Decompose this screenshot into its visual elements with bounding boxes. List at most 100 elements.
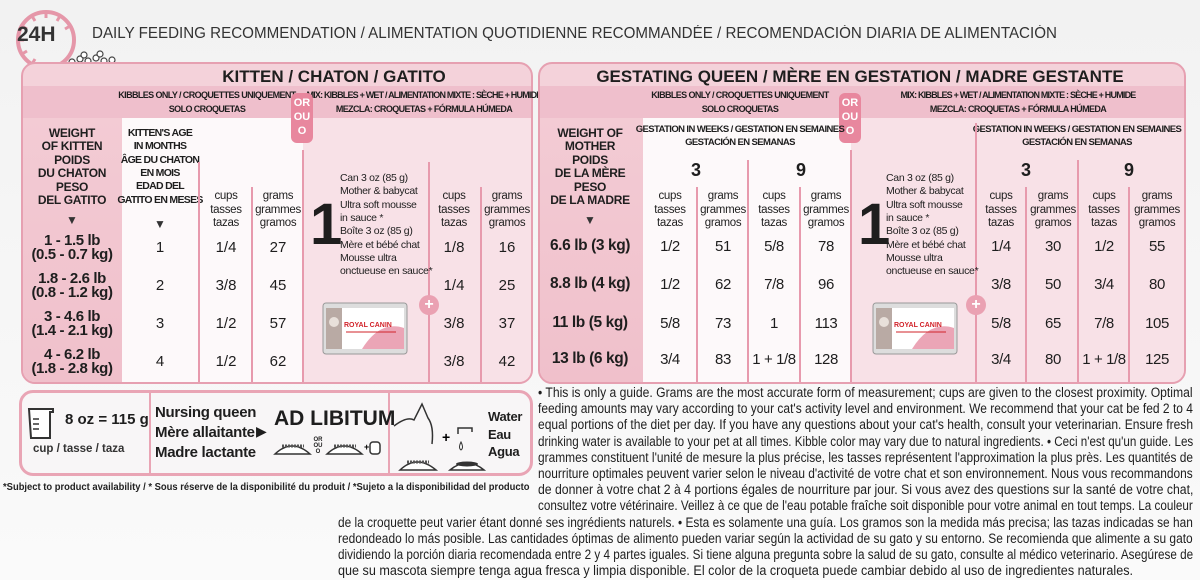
mix-cups: 1/8 [443, 238, 465, 256]
kitten-subheader-band [23, 86, 531, 118]
grams-header: gramos [704, 216, 742, 229]
mix-cups: 7/8 [1094, 314, 1114, 332]
kibbles-header: KIBBLES ONLY / CROQUETTES UNIQUEMENT [118, 89, 296, 100]
grams-header: grammes [484, 203, 530, 216]
royal-canin-logo: ROYAL CANIN [894, 322, 942, 329]
kibbles-cups: 1/2 [660, 237, 680, 255]
kitten-weight-lb: 1.8 - 2.6 lb [38, 269, 106, 287]
cups-header: tazas [213, 216, 239, 229]
wet-product-text: in sauce * [886, 211, 930, 224]
kitten-title: KITTEN / CHATON / GATITO [222, 66, 446, 86]
grams-header: grammes [803, 203, 849, 216]
measuring-cup-icon [26, 406, 58, 440]
wet-product-text: Mère et bébé chat [340, 238, 420, 251]
kitten-kibbles-area [122, 118, 303, 382]
column-divider [251, 187, 253, 382]
grams-header: gramos [1034, 216, 1072, 229]
wet-product-text: Boîte 3 oz (85 g) [886, 225, 959, 238]
small-or-label: OR [313, 437, 323, 443]
mix-header: MIX: KIBBLES + WET / ALIMENTATION MIXTE … [900, 89, 1136, 100]
guide-paragraph-line: que su mascota siempre tenga agua fresca… [338, 563, 1134, 579]
grams-header: grams [1141, 190, 1173, 203]
mix-cups: 1/2 [1094, 237, 1114, 255]
mix-header: MEZCLA: CROQUETAS + FÓRMULA HÚMEDA [929, 103, 1107, 114]
wet-number: 1 [310, 192, 343, 257]
cups-header: cups [214, 190, 238, 203]
queen-weight: 11 lb (5 kg) [552, 314, 628, 332]
mix-cups: 3/4 [991, 350, 1011, 368]
queen-weight: 6.6 lb (3 kg) [549, 237, 631, 255]
wet-product-text: Can 3 oz (85 g) [886, 172, 954, 184]
column-divider [302, 150, 304, 382]
kitten-age: 4 [155, 352, 165, 370]
guide-paragraph-line: dividiendo la porción diaria recomendada… [338, 547, 1194, 562]
grams-header: gramos [807, 216, 845, 229]
divider [388, 392, 390, 474]
queen-weight: 13 lb (6 kg) [551, 350, 629, 368]
kibbles-cups: 3/4 [660, 350, 680, 368]
svg-text:+: + [442, 429, 450, 445]
kibbles-grams: 78 [818, 237, 834, 255]
wet-product-text: Ultra soft mousse [340, 198, 417, 211]
mix-cups: 3/8 [443, 314, 465, 332]
queen-title: GESTATING QUEEN / MÈRE EN GESTATION / MA… [596, 66, 1124, 86]
mix-grams: 16 [498, 238, 516, 256]
mix-grams: 42 [498, 352, 516, 370]
weight-header: OF KITTEN [41, 139, 103, 154]
cat-bowl-water-icon: + [392, 396, 487, 474]
kitten-age: 3 [155, 314, 165, 332]
weight-header: DU CHATON [37, 166, 107, 181]
arrow-down-icon: ▼ [66, 213, 78, 227]
wet-food-can-image [322, 302, 408, 355]
arrow-down-icon: ▼ [584, 213, 596, 227]
mix-cups: 1 + 1/8 [1082, 350, 1126, 368]
kitten-weight-kg: (1.4 - 2.1 kg) [31, 321, 113, 339]
kibbles-grams: 96 [818, 275, 834, 293]
guide-paragraph-line: redondeado lo más posible. Las cantidade… [338, 530, 1193, 546]
queen-weight-column [540, 118, 643, 382]
queen-subheader-band [540, 86, 1184, 118]
bowl-options-icon: + [272, 436, 382, 458]
weight-header: PESO [55, 179, 89, 194]
week-9-label: 9 [795, 160, 806, 180]
royal-canin-logo: ROYAL CANIN [344, 322, 392, 329]
kibbles-header: SOLO CROQUETAS [701, 103, 779, 114]
guide-paragraph-line: equal portions of the diet per day. If y… [538, 417, 1194, 433]
wet-product-text: Mother & babycat [340, 185, 418, 198]
mix-grams: 30 [1045, 237, 1061, 255]
kibbles-cups: 3/8 [215, 276, 237, 294]
guide-paragraph-line: feeding amounts may vary according to yo… [538, 401, 1193, 417]
wet-product-text: Can 3 oz (85 g) [340, 172, 408, 184]
column-divider [428, 162, 430, 382]
ad-libitum: AD LIBITUM [274, 407, 396, 430]
nursing-label: Madre lactante [155, 444, 256, 461]
wet-product-text: onctueuse en sauce* [340, 265, 433, 278]
kibbles-grams: 62 [269, 352, 287, 370]
or-badge: OR OU O [839, 93, 861, 143]
kibbles-cups: 1/2 [660, 275, 680, 293]
mix-grams: 55 [1149, 237, 1165, 255]
wet-food-can-image [872, 302, 958, 355]
weight-header: DEL GATITO [37, 193, 107, 207]
wet-number: 1 [858, 192, 891, 257]
water-label: Eau [488, 426, 511, 442]
week-3-label: 3 [1020, 160, 1031, 180]
week-3-label: 3 [690, 160, 701, 180]
week-9-label: 9 [1123, 160, 1134, 180]
kitten-age: 2 [155, 276, 165, 294]
mix-header: MEZCLA: CROQUETAS + FÓRMULA HÚMEDA [335, 103, 513, 114]
cups-header: tasses [654, 203, 686, 216]
age-header: ÂGE DU CHATON [120, 153, 200, 166]
column-divider [1025, 187, 1027, 382]
mix-header: MIX: KIBBLES + WET / ALIMENTATION MIXTE … [306, 89, 542, 100]
kibbles-grams: 62 [715, 275, 731, 293]
svg-text:+: + [364, 442, 369, 452]
or-badge-label: OU [841, 111, 859, 123]
kibbles-header: KIBBLES ONLY / CROQUETTES UNIQUEMENT [651, 89, 829, 100]
clock-label: 24H [17, 23, 56, 46]
cup-measure: 8 oz = 115 g [65, 411, 149, 428]
kibbles-grams: 45 [269, 276, 287, 294]
wet-product-text: Mousse ultra [886, 251, 943, 264]
cups-header: tazas [441, 216, 467, 229]
kitten-weight-lb: 1 - 1.5 lb [43, 231, 101, 249]
